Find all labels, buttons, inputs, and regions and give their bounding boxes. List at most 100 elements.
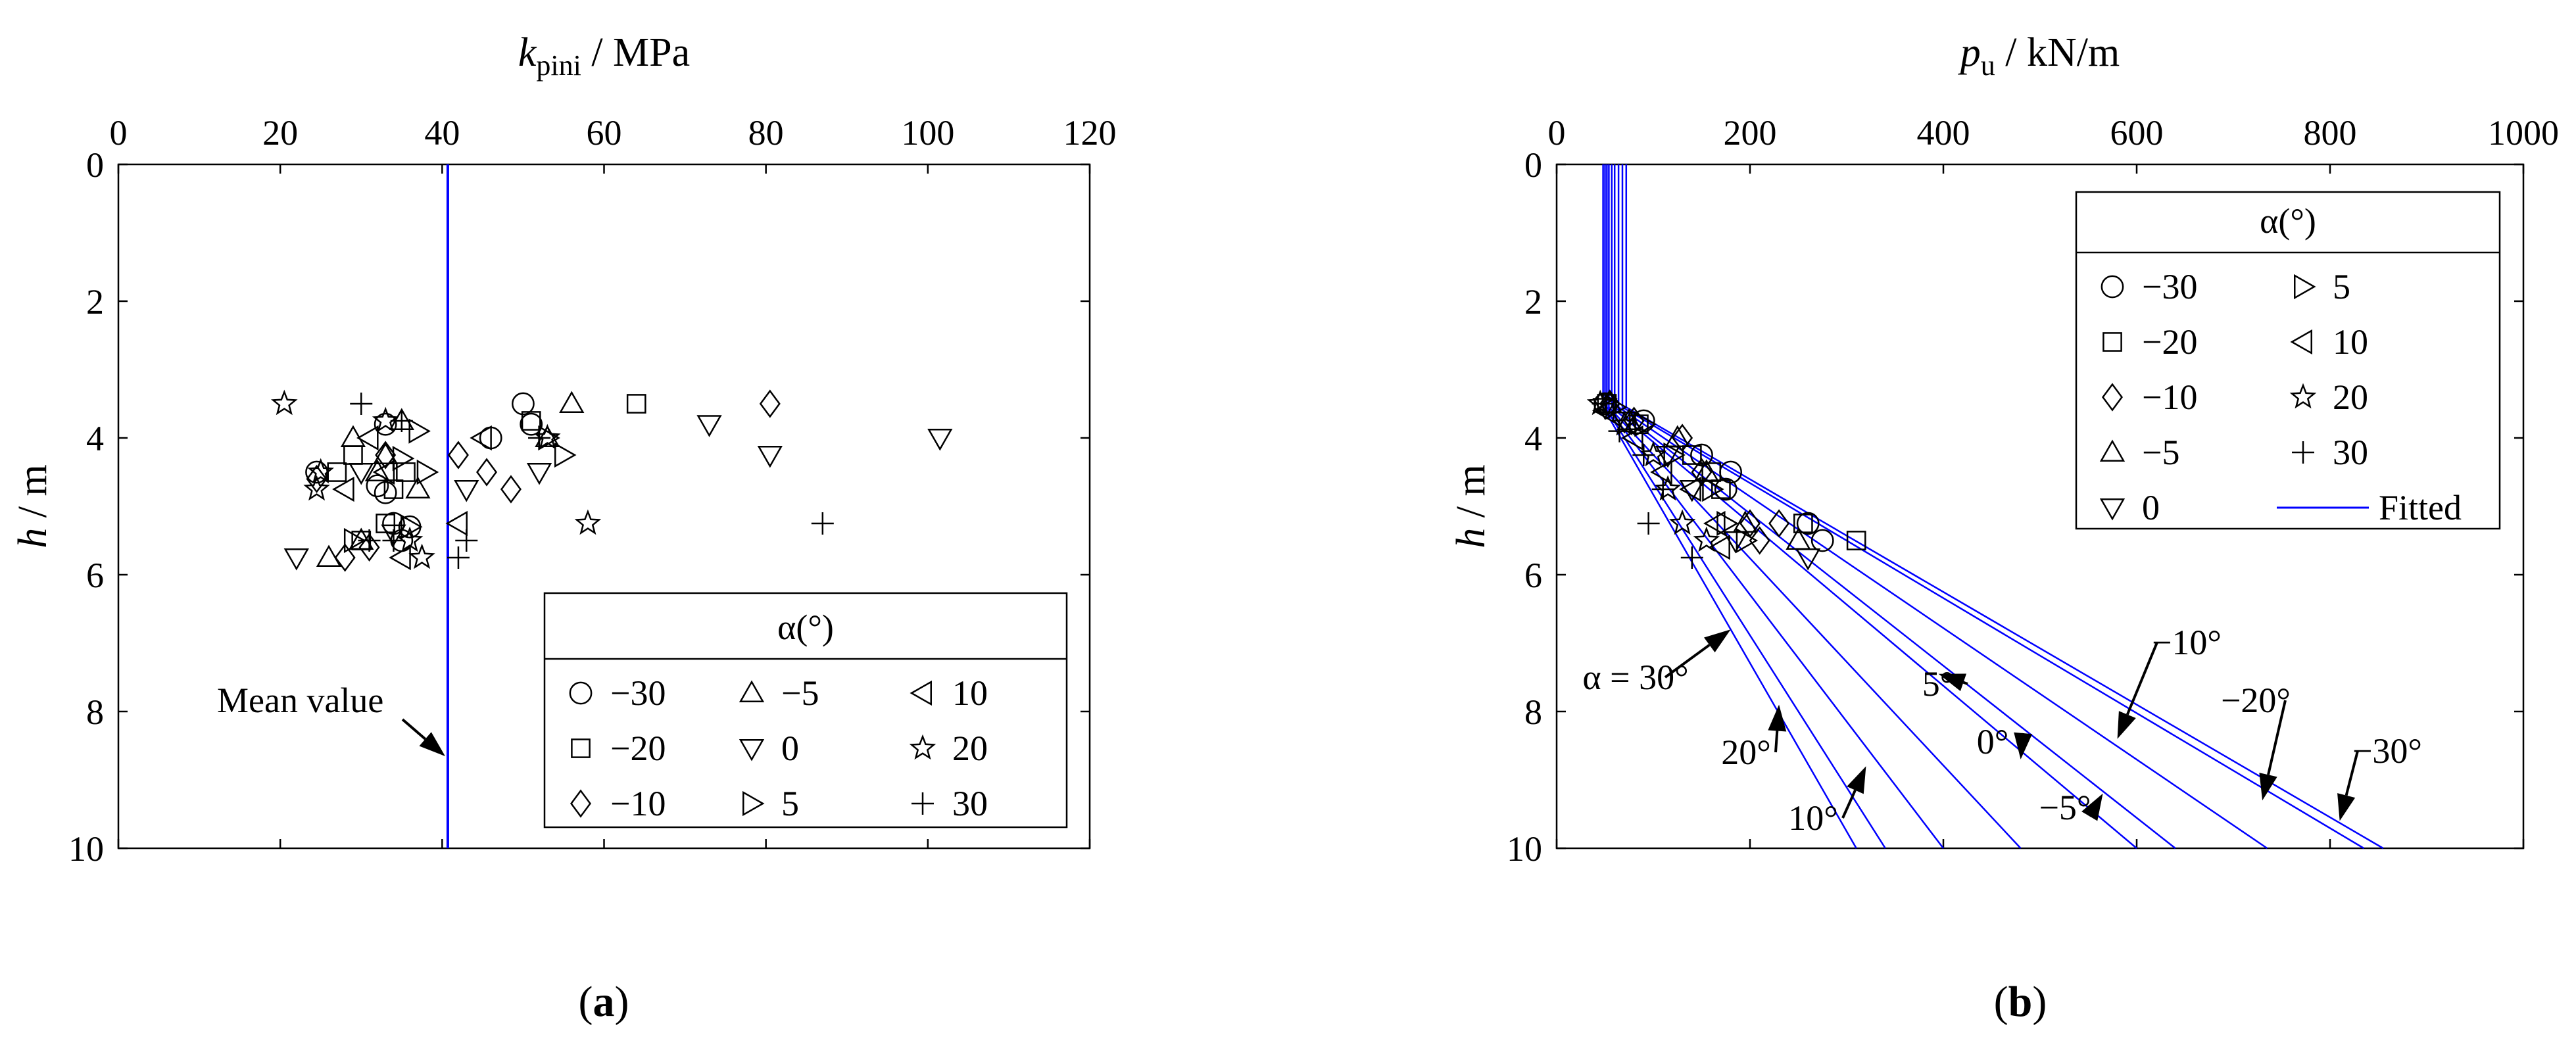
data-point-alpha-10 bbox=[389, 544, 411, 571]
data-point-alpha-−30 bbox=[1796, 512, 1820, 535]
data-point-alpha-10 bbox=[1679, 476, 1701, 502]
arrow-shaft bbox=[1841, 789, 1857, 819]
legend-marker bbox=[742, 790, 765, 817]
arrow-shaft bbox=[2345, 750, 2359, 796]
annotation-arrow bbox=[2014, 732, 2033, 760]
legend-title: α(°) bbox=[2260, 201, 2316, 241]
fitted-line-annotation: α = 30° bbox=[1582, 658, 1688, 697]
legend-entry-label: Fitted bbox=[2379, 488, 2462, 527]
data-point-alpha-−30 bbox=[512, 392, 535, 416]
y-axis-title: h / m bbox=[1449, 464, 1494, 548]
legend-marker bbox=[571, 738, 591, 758]
fitted-line-annotation: 20° bbox=[1721, 733, 1771, 772]
annotation-arrow bbox=[1768, 704, 1787, 753]
data-point-alpha-10 bbox=[1708, 535, 1730, 560]
data-point-alpha-20 bbox=[372, 406, 399, 433]
data-point-alpha-10 bbox=[445, 510, 468, 537]
panel-label-close: ) bbox=[2032, 978, 2047, 1026]
data-point-alpha-5 bbox=[1605, 395, 1628, 420]
arrow-shaft bbox=[401, 718, 426, 740]
data-point-alpha-10 bbox=[1621, 425, 1643, 451]
data-point-alpha-−10 bbox=[1672, 423, 1693, 452]
data-point-alpha-5 bbox=[416, 459, 439, 485]
legend-entry-label: −20 bbox=[2142, 322, 2197, 362]
data-point-alpha-10 bbox=[356, 425, 379, 451]
data-point-alpha-−10 bbox=[334, 543, 356, 572]
arrow-head bbox=[1704, 629, 1731, 653]
y-tick-label: 6 bbox=[1524, 556, 1542, 595]
x-axis-title: kpini / MPa bbox=[518, 30, 690, 82]
legend-marker bbox=[570, 789, 592, 818]
data-point-alpha-−10 bbox=[1749, 526, 1770, 555]
data-point-alpha-−10 bbox=[447, 441, 469, 470]
data-point-alpha-−20 bbox=[1846, 531, 1866, 550]
data-point-alpha-−30 bbox=[1810, 529, 1834, 552]
data-point-alpha-−10 bbox=[375, 441, 397, 470]
arrow-shaft bbox=[2267, 700, 2287, 775]
x-tick-label: 60 bbox=[587, 113, 622, 153]
y-tick-label: 10 bbox=[68, 829, 104, 869]
data-point-alpha-20 bbox=[408, 543, 435, 569]
legend-entry-label: 20 bbox=[2333, 377, 2368, 417]
data-point-alpha-−20 bbox=[343, 445, 363, 465]
fitted-line-annotation: 5° bbox=[1922, 664, 1955, 704]
fitted-line-annotation: −20° bbox=[2221, 681, 2291, 720]
legend-title: α(°) bbox=[777, 608, 834, 647]
data-point-alpha-0 bbox=[1679, 480, 1705, 502]
legend-entry-label: −30 bbox=[610, 673, 666, 713]
mean-value-label: Mean value bbox=[217, 681, 383, 720]
data-point-alpha-10 bbox=[372, 459, 395, 485]
data-point-alpha-20 bbox=[1654, 475, 1682, 501]
fitted-line-annotation: −5° bbox=[2039, 788, 2091, 827]
fitted-line-alpha-5 bbox=[1608, 164, 2022, 849]
y-tick-label: 2 bbox=[1524, 282, 1542, 322]
annotation-arrow bbox=[1664, 629, 1731, 679]
data-point-alpha-0 bbox=[526, 463, 552, 485]
fitted-line-annotation: −30° bbox=[2352, 731, 2422, 771]
y-tick-label: 8 bbox=[1524, 692, 1542, 732]
data-point-alpha-−10 bbox=[500, 475, 522, 504]
y-tick-label: 6 bbox=[86, 556, 104, 595]
data-point-alpha-30 bbox=[455, 529, 478, 552]
data-point-alpha-20 bbox=[1611, 410, 1638, 436]
data-point-alpha-20 bbox=[1586, 389, 1614, 416]
data-point-alpha-30 bbox=[1637, 512, 1660, 535]
data-point-alpha-−5 bbox=[405, 476, 431, 498]
x-tick-label: 20 bbox=[262, 113, 298, 153]
x-axis-title-main: k bbox=[518, 30, 537, 75]
legend-marker bbox=[2101, 383, 2124, 412]
data-point-alpha-−5 bbox=[559, 391, 585, 413]
legend-entry-label: 10 bbox=[952, 673, 988, 713]
data-point-alpha-10 bbox=[1650, 459, 1672, 485]
data-point-alpha-5 bbox=[1716, 510, 1739, 537]
mean-value-arrow bbox=[401, 718, 445, 756]
data-point-alpha-5 bbox=[1663, 442, 1686, 468]
data-point-alpha-30 bbox=[1680, 546, 1703, 569]
data-point-alpha-−5 bbox=[373, 442, 399, 464]
data-point-alpha-10 bbox=[1703, 510, 1726, 537]
data-point-alpha-20 bbox=[271, 389, 298, 416]
y-tick-label: 4 bbox=[1524, 419, 1542, 458]
arrow-head bbox=[2337, 793, 2356, 821]
y-tick-label: 4 bbox=[86, 419, 104, 458]
y-axis-title-unit: / m bbox=[11, 464, 55, 527]
data-point-alpha-5 bbox=[408, 418, 431, 444]
data-point-alpha-20 bbox=[303, 475, 330, 501]
data-point-alpha-−10 bbox=[306, 464, 328, 494]
legend-entry-label: 5 bbox=[2333, 267, 2350, 306]
data-point-alpha-5 bbox=[343, 527, 366, 554]
legend-marker bbox=[2099, 498, 2126, 521]
data-point-alpha-−5 bbox=[349, 527, 374, 550]
data-point-alpha-−20 bbox=[1793, 514, 1813, 533]
data-point-alpha-−30 bbox=[374, 481, 397, 504]
panel-label-close: ) bbox=[615, 978, 629, 1026]
data-point-alpha-10 bbox=[332, 476, 354, 502]
legend-entry-label: −5 bbox=[2142, 433, 2179, 472]
data-point-alpha-30 bbox=[1592, 393, 1615, 415]
legend-box bbox=[2075, 191, 2501, 530]
data-point-alpha-30 bbox=[528, 427, 551, 449]
annotation-arrow bbox=[2337, 750, 2359, 821]
data-point-alpha-30 bbox=[390, 410, 413, 432]
